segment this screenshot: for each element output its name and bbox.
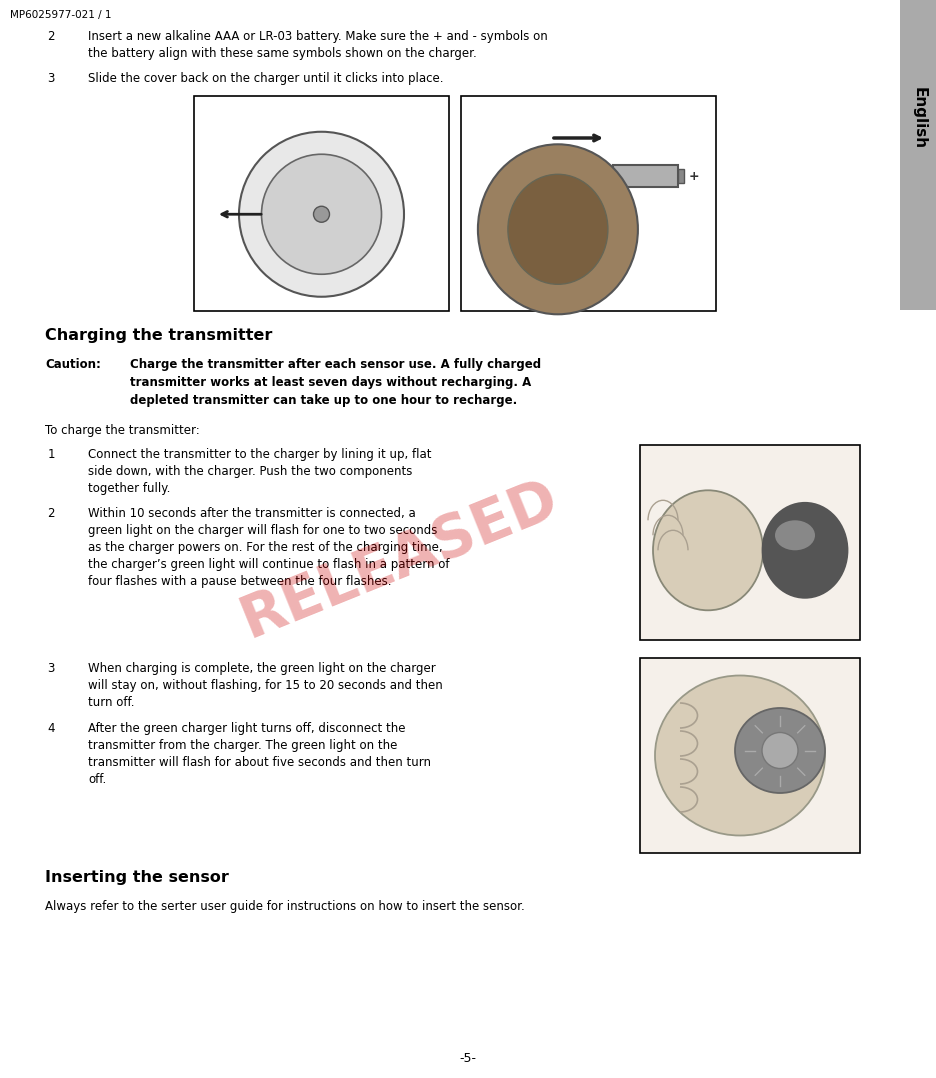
Text: -5-: -5- bbox=[459, 1052, 476, 1065]
Ellipse shape bbox=[239, 132, 403, 296]
Ellipse shape bbox=[507, 175, 607, 285]
Text: 2: 2 bbox=[48, 507, 55, 520]
Text: Slide the cover back on the charger until it clicks into place.: Slide the cover back on the charger unti… bbox=[88, 72, 443, 85]
Text: Always refer to the serter user guide for instructions on how to insert the sens: Always refer to the serter user guide fo… bbox=[45, 900, 524, 913]
Ellipse shape bbox=[734, 708, 824, 793]
Text: Within 10 seconds after the transmitter is connected, a
green light on the charg: Within 10 seconds after the transmitter … bbox=[88, 507, 449, 588]
Text: RELEASED: RELEASED bbox=[232, 470, 566, 650]
Ellipse shape bbox=[477, 144, 637, 315]
Bar bbox=[899, 0, 936, 310]
Ellipse shape bbox=[774, 521, 814, 550]
Text: Charging the transmitter: Charging the transmitter bbox=[45, 328, 272, 343]
Bar bbox=[678, 169, 684, 183]
Text: To charge the transmitter:: To charge the transmitter: bbox=[45, 424, 199, 437]
Circle shape bbox=[314, 206, 329, 222]
Text: 3: 3 bbox=[48, 662, 55, 675]
Text: When charging is complete, the green light on the charger
will stay on, without : When charging is complete, the green lig… bbox=[88, 662, 443, 709]
Text: Insert a new alkaline AAA or LR-03 battery. Make sure the + and - symbols on
the: Insert a new alkaline AAA or LR-03 batte… bbox=[88, 30, 548, 60]
Ellipse shape bbox=[762, 502, 846, 598]
Ellipse shape bbox=[652, 490, 762, 610]
Text: 1: 1 bbox=[48, 448, 55, 461]
Bar bbox=[613, 165, 678, 186]
Text: 4: 4 bbox=[48, 722, 55, 735]
Ellipse shape bbox=[654, 676, 824, 835]
Text: +: + bbox=[688, 169, 698, 182]
Bar bbox=[194, 96, 448, 310]
Text: Charge the transmitter after each sensor use. A fully charged
transmitter works : Charge the transmitter after each sensor… bbox=[130, 358, 541, 407]
Bar bbox=[461, 96, 715, 310]
Text: Caution:: Caution: bbox=[45, 358, 101, 371]
Bar bbox=[639, 445, 859, 640]
Text: Inserting the sensor: Inserting the sensor bbox=[45, 870, 228, 885]
Bar bbox=[639, 658, 859, 853]
Circle shape bbox=[761, 732, 797, 769]
Text: Connect the transmitter to the charger by lining it up, flat
side down, with the: Connect the transmitter to the charger b… bbox=[88, 448, 431, 495]
Ellipse shape bbox=[261, 154, 381, 274]
Text: 2: 2 bbox=[48, 30, 55, 43]
Text: English: English bbox=[911, 86, 926, 149]
Text: After the green charger light turns off, disconnect the
transmitter from the cha: After the green charger light turns off,… bbox=[88, 722, 431, 786]
Text: 3: 3 bbox=[48, 72, 55, 85]
Text: MP6025977-021 / 1: MP6025977-021 / 1 bbox=[10, 10, 111, 20]
